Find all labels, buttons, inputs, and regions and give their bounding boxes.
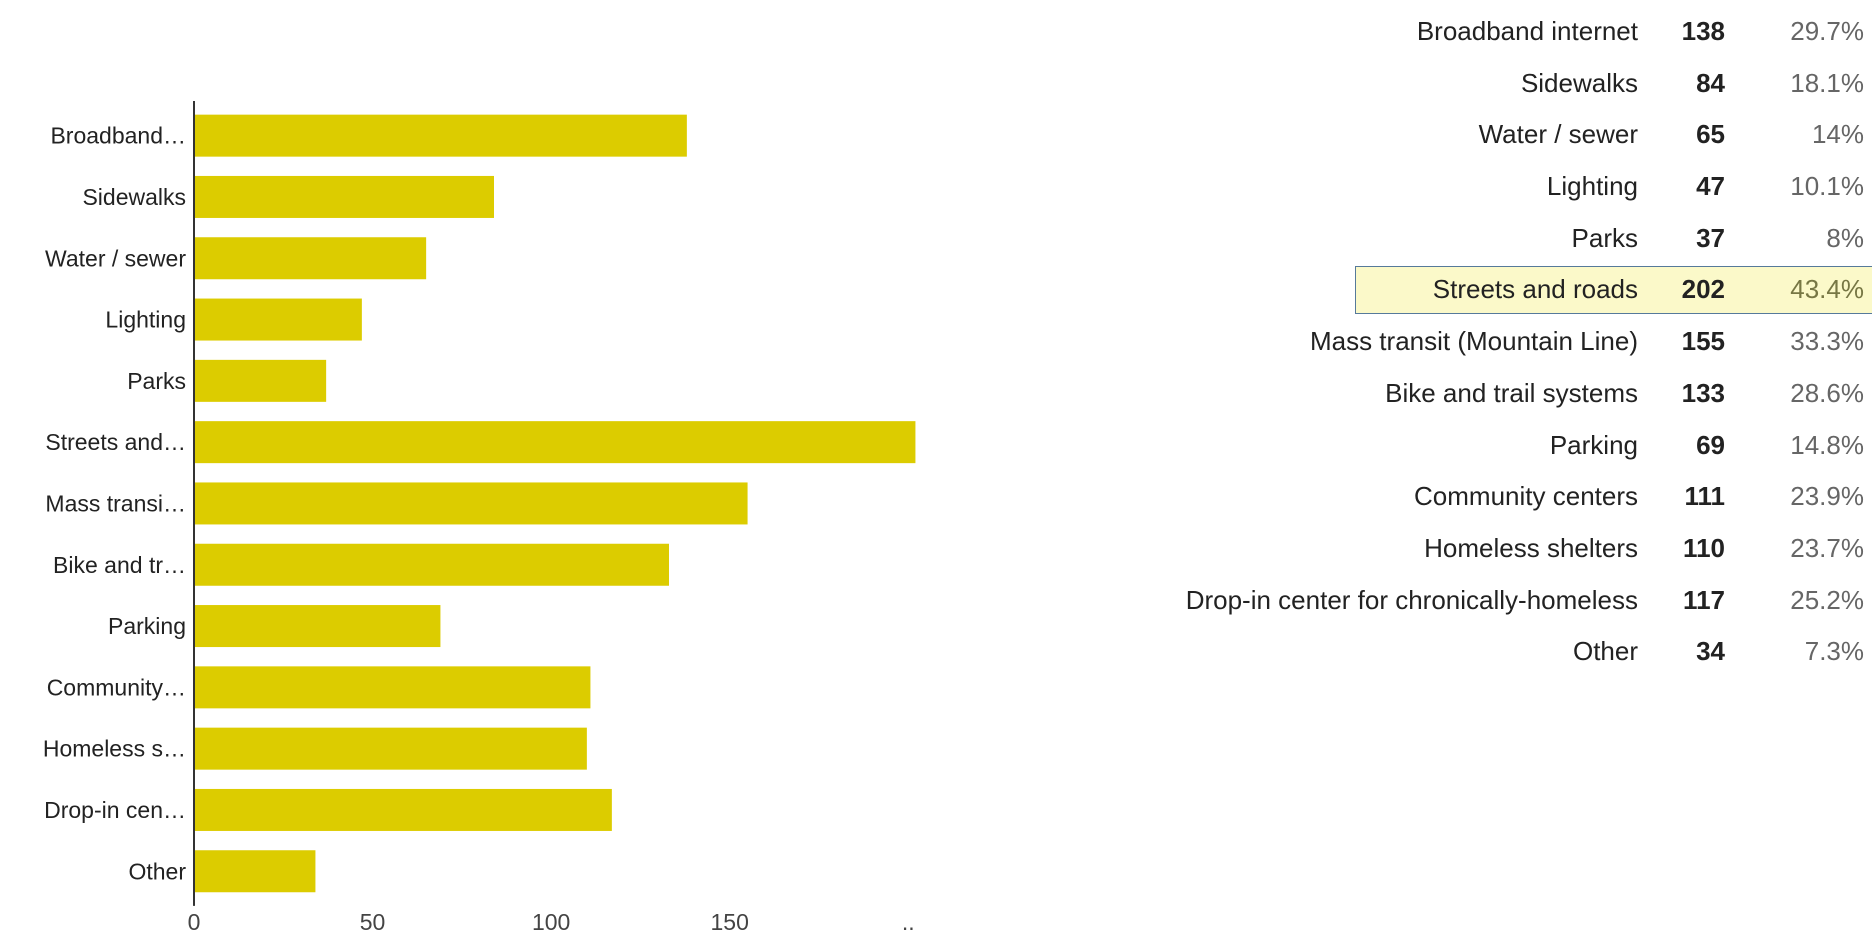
summary-row: Broadband internet 138 29.7% xyxy=(1080,6,1870,58)
summary-row: Mass transit (Mountain Line) 155 33.3% xyxy=(1080,316,1870,368)
summary-row-count: 117 xyxy=(1683,584,1725,615)
bar-chart-panel: Broadband… Sidewalks Water / sewer Lighting… xyxy=(43,101,916,935)
summary-row: Bike and trail systems 133 28.6% xyxy=(1080,368,1870,420)
summary-row-count: 202 xyxy=(1681,274,1725,305)
summary-row: Other 34 7.3% xyxy=(1080,626,1870,678)
summary-row-label: Water / sewer xyxy=(1478,119,1638,150)
summary-row-percent: 7.3% xyxy=(1804,636,1864,667)
summary-row-percent: 18.1% xyxy=(1790,67,1864,98)
category-label: Lighting xyxy=(105,307,186,333)
bar xyxy=(194,298,362,341)
summary-row: Water / sewer 65 14% xyxy=(1080,109,1870,161)
summary-row-count: 47 xyxy=(1696,171,1725,202)
summary-row-label: Parks xyxy=(1571,222,1638,253)
bar xyxy=(194,605,441,648)
x-tick-label: 50 xyxy=(360,909,386,935)
summary-row: Community centers 111 23.9% xyxy=(1080,471,1870,523)
summary-row-percent: 25.2% xyxy=(1790,584,1864,615)
summary-row-count: 65 xyxy=(1696,119,1725,150)
summary-row-count: 138 xyxy=(1681,16,1725,46)
summary-row-label: Bike and trail systems xyxy=(1385,377,1638,408)
summary-row: Parks 37 8% xyxy=(1080,213,1870,265)
summary-row-count: 84 xyxy=(1696,67,1725,98)
x-tick-label: 100 xyxy=(532,909,570,935)
category-label: Drop-in cen… xyxy=(44,797,186,823)
bar xyxy=(194,421,916,464)
summary-row-percent: 23.7% xyxy=(1790,532,1864,563)
summary-row-label: Homeless shelters xyxy=(1424,532,1638,563)
summary-row-percent: 10.1% xyxy=(1790,171,1864,202)
summary-row-label: Drop-in center for chronically-homeless xyxy=(1185,584,1638,615)
bar xyxy=(194,482,748,525)
bar xyxy=(194,788,612,831)
category-label: Parking xyxy=(108,613,186,639)
summary-row-label: Streets and roads xyxy=(1432,274,1638,305)
x-tick-label: 0 xyxy=(188,909,201,935)
category-label: Broadband… xyxy=(50,123,186,149)
category-label: Homeless s… xyxy=(43,736,186,762)
summary-row-label: Other xyxy=(1572,636,1638,667)
summary-row: Drop-in center for chronically-homeless … xyxy=(1080,575,1870,627)
summary-row-percent: 8% xyxy=(1826,222,1864,253)
category-label: Streets and… xyxy=(45,429,186,455)
bar xyxy=(194,175,494,218)
summary-row-label: Community centers xyxy=(1414,481,1638,512)
x-tick-label: .. xyxy=(902,909,915,935)
summary-row-percent: 28.6% xyxy=(1790,377,1864,408)
summary-row-count: 34 xyxy=(1696,636,1725,667)
category-label: Water / sewer xyxy=(45,245,186,271)
summary-row-highlighted: Streets and roads 202 43.4% xyxy=(1080,264,1872,316)
summary-table: Broadband internet 138 29.7% Sidewalks 8… xyxy=(1080,6,1872,678)
summary-row-label: Lighting xyxy=(1546,171,1638,202)
summary-row-count: 110 xyxy=(1683,532,1725,563)
category-label: Community… xyxy=(47,674,186,700)
bar xyxy=(194,666,591,709)
summary-row-percent: 14.8% xyxy=(1790,429,1864,460)
summary-row-count: 155 xyxy=(1681,326,1725,357)
summary-row-percent: 43.4% xyxy=(1790,274,1864,305)
summary-row: Sidewalks 84 18.1% xyxy=(1080,58,1870,110)
summary-row-percent: 33.3% xyxy=(1790,326,1864,357)
row-highlight-box xyxy=(1355,266,1872,315)
summary-row-percent: 29.7% xyxy=(1790,16,1864,46)
summary-row: Parking 69 14.8% xyxy=(1080,420,1870,472)
category-label: Bike and tr… xyxy=(53,552,186,578)
category-label: Other xyxy=(128,858,186,884)
summary-row-label: Broadband internet xyxy=(1416,16,1638,46)
summary-row-label: Parking xyxy=(1549,429,1638,460)
summary-row-count: 111 xyxy=(1684,481,1725,512)
summary-row: Lighting 47 10.1% xyxy=(1080,161,1870,213)
x-tick-label: 150 xyxy=(711,909,749,935)
bar xyxy=(194,543,669,586)
bar xyxy=(194,114,687,157)
bar xyxy=(194,359,327,402)
bar-chart: Broadband… Sidewalks Water / sewer Lighting… xyxy=(43,101,916,935)
summary-row-count: 133 xyxy=(1681,377,1725,408)
category-label: Parks xyxy=(127,368,186,394)
bar xyxy=(194,237,427,280)
bar xyxy=(194,850,316,893)
summary-row-label: Sidewalks xyxy=(1520,67,1638,98)
summary-row-count: 69 xyxy=(1696,429,1725,460)
summary-row-label: Mass transit (Mountain Line) xyxy=(1309,326,1638,357)
summary-row: Homeless shelters 110 23.7% xyxy=(1080,523,1870,575)
summary-row-count: 37 xyxy=(1696,222,1725,253)
bar xyxy=(194,727,587,770)
category-label: Sidewalks xyxy=(82,184,186,210)
summary-row-percent: 23.9% xyxy=(1790,481,1864,512)
category-label: Mass transi… xyxy=(45,490,186,516)
summary-row-percent: 14% xyxy=(1811,119,1864,150)
